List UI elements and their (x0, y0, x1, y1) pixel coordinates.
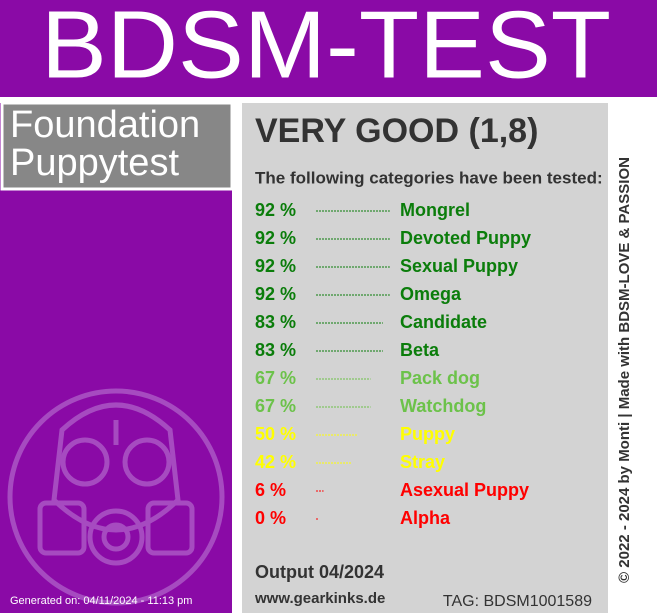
percent: 0 % (255, 508, 286, 528)
percent: 6 % (255, 480, 286, 500)
category-name: Watchdog (400, 396, 486, 416)
category-name: Candidate (400, 312, 487, 332)
percent: 83 % (255, 340, 296, 360)
output: Output 04/2024 (255, 562, 384, 582)
category-name: Devoted Puppy (400, 228, 531, 248)
percent: 67 % (255, 396, 296, 416)
percent: 92 % (255, 256, 296, 276)
website: www.gearkinks.de (254, 590, 385, 607)
percent: 92 % (255, 284, 296, 304)
percent: 67 % (255, 368, 296, 388)
percent: 83 % (255, 312, 296, 332)
test-name: Puppytest (10, 142, 179, 184)
percent: 42 % (255, 452, 296, 472)
category-name: Alpha (400, 508, 451, 528)
category-name: Asexual Puppy (400, 480, 529, 500)
header-title: BDSM-TEST (41, 0, 611, 98)
category-name: Omega (400, 284, 462, 304)
header-band (0, 0, 657, 97)
category-name: Stray (400, 452, 445, 472)
category-name: Mongrel (400, 200, 470, 220)
copyright: © 2022 - 2024 by Monti | Made with BDSM-… (616, 157, 633, 583)
category-name: Beta (400, 340, 440, 360)
percent: 92 % (255, 228, 296, 248)
generated: Generated on: 04/11/2024 - 11:13 pm (10, 595, 192, 607)
category-name: Sexual Puppy (400, 256, 518, 276)
percent: 50 % (255, 424, 296, 444)
gas-mask-icon (7, 388, 225, 606)
result-panel (242, 103, 608, 613)
category-name: Puppy (400, 424, 455, 444)
test-box (0, 101, 234, 191)
percent: 92 % (255, 200, 296, 220)
test-name: Foundation (10, 104, 200, 146)
intro: The following categories have been teste… (255, 168, 603, 187)
rating: VERY GOOD (1,8) (255, 112, 538, 150)
category-name: Pack dog (400, 368, 480, 388)
tag: TAG: BDSM1001589 (443, 593, 592, 610)
